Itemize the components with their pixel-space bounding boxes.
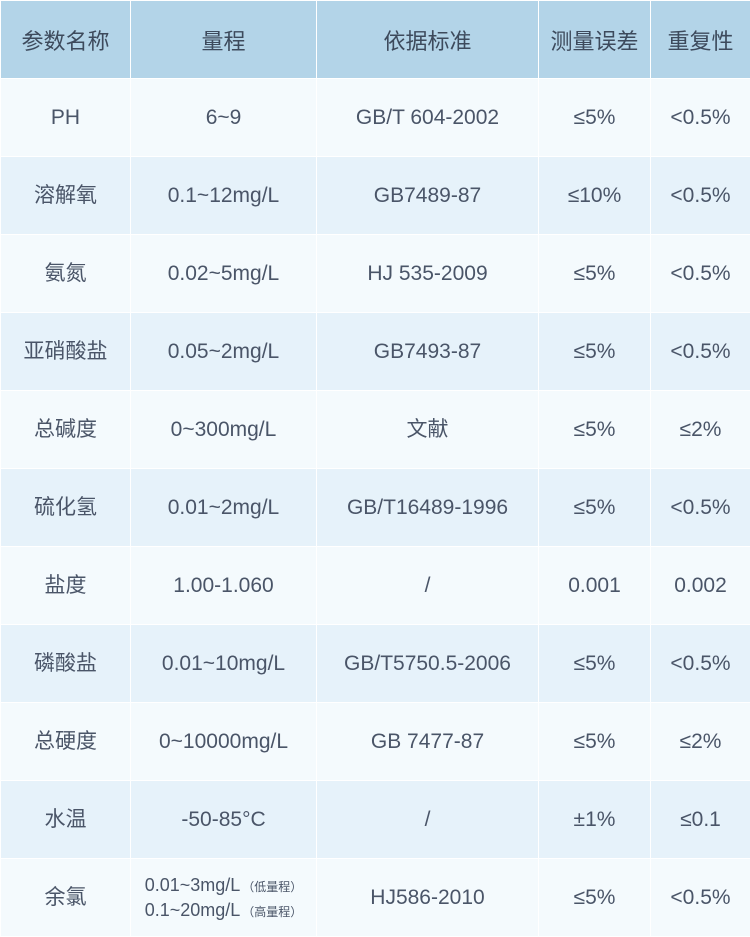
cell-error: ±1% — [539, 781, 651, 859]
cell-range-value: 0.1~20mg/L — [145, 900, 241, 920]
cell-error: ≤5% — [539, 235, 651, 313]
cell-range-value: 0.01~3mg/L — [145, 875, 241, 895]
cell-standard: / — [317, 781, 539, 859]
cell-repeat: ≤0.1 — [651, 781, 750, 859]
cell-param: 磷酸盐 — [1, 625, 131, 703]
parameter-spec-table: 参数名称 量程 依据标准 测量误差 重复性 PH6~9GB/T 604-2002… — [0, 0, 750, 937]
col-header-standard: 依据标准 — [317, 1, 539, 79]
col-header-error: 测量误差 — [539, 1, 651, 79]
cell-range-note: （高量程） — [242, 905, 302, 919]
cell-repeat: <0.5% — [651, 157, 750, 235]
cell-repeat: ≤2% — [651, 703, 750, 781]
cell-standard: GB/T 604-2002 — [317, 79, 539, 157]
table-row: 亚硝酸盐0.05~2mg/LGB7493-87≤5%<0.5% — [1, 313, 750, 391]
cell-standard: GB/T16489-1996 — [317, 469, 539, 547]
table-row: 氨氮0.02~5mg/LHJ 535-2009≤5%<0.5% — [1, 235, 750, 313]
col-header-repeat: 重复性 — [651, 1, 750, 79]
cell-range: 0.01~10mg/L — [131, 625, 317, 703]
table-row: 水温-50-85°C/±1%≤0.1 — [1, 781, 750, 859]
cell-error: ≤5% — [539, 859, 651, 937]
cell-range: -50-85°C — [131, 781, 317, 859]
cell-range: 0.05~2mg/L — [131, 313, 317, 391]
cell-standard: GB 7477-87 — [317, 703, 539, 781]
cell-standard: HJ586-2010 — [317, 859, 539, 937]
cell-range: 0~300mg/L — [131, 391, 317, 469]
cell-error: ≤5% — [539, 469, 651, 547]
cell-standard: 文献 — [317, 391, 539, 469]
cell-error: ≤5% — [539, 313, 651, 391]
cell-repeat: <0.5% — [651, 859, 750, 937]
table-row: PH6~9GB/T 604-2002≤5%<0.5% — [1, 79, 750, 157]
cell-param: 总碱度 — [1, 391, 131, 469]
cell-repeat: <0.5% — [651, 469, 750, 547]
cell-standard: GB7493-87 — [317, 313, 539, 391]
col-header-range: 量程 — [131, 1, 317, 79]
col-header-param: 参数名称 — [1, 1, 131, 79]
cell-range: 0.01~3mg/L（低量程）0.1~20mg/L（高量程） — [131, 859, 317, 937]
cell-error: ≤5% — [539, 625, 651, 703]
cell-standard: / — [317, 547, 539, 625]
table-body: PH6~9GB/T 604-2002≤5%<0.5%溶解氧0.1~12mg/LG… — [1, 79, 750, 937]
cell-range: 1.00-1.060 — [131, 547, 317, 625]
cell-param: PH — [1, 79, 131, 157]
cell-range: 6~9 — [131, 79, 317, 157]
cell-range-line: 0.1~20mg/L（高量程） — [135, 898, 312, 922]
cell-range: 0~10000mg/L — [131, 703, 317, 781]
cell-param: 硫化氢 — [1, 469, 131, 547]
cell-repeat: ≤2% — [651, 391, 750, 469]
table-row: 总碱度0~300mg/L文献≤5%≤2% — [1, 391, 750, 469]
cell-repeat: <0.5% — [651, 625, 750, 703]
cell-error: ≤5% — [539, 391, 651, 469]
cell-range-note: （低量程） — [242, 880, 302, 894]
table-row: 总硬度0~10000mg/LGB 7477-87≤5%≤2% — [1, 703, 750, 781]
cell-standard: HJ 535-2009 — [317, 235, 539, 313]
cell-range: 0.01~2mg/L — [131, 469, 317, 547]
cell-error: ≤5% — [539, 79, 651, 157]
cell-param: 溶解氧 — [1, 157, 131, 235]
cell-standard: GB7489-87 — [317, 157, 539, 235]
table-row: 溶解氧0.1~12mg/LGB7489-87≤10%<0.5% — [1, 157, 750, 235]
cell-param: 氨氮 — [1, 235, 131, 313]
cell-param: 亚硝酸盐 — [1, 313, 131, 391]
cell-param: 余氯 — [1, 859, 131, 937]
cell-range: 0.1~12mg/L — [131, 157, 317, 235]
table-header-row: 参数名称 量程 依据标准 测量误差 重复性 — [1, 1, 750, 79]
cell-param: 盐度 — [1, 547, 131, 625]
table-row: 余氯0.01~3mg/L（低量程）0.1~20mg/L（高量程）HJ586-20… — [1, 859, 750, 937]
table-row: 磷酸盐0.01~10mg/LGB/T5750.5-2006≤5%<0.5% — [1, 625, 750, 703]
cell-error: 0.001 — [539, 547, 651, 625]
cell-repeat: <0.5% — [651, 235, 750, 313]
cell-standard: GB/T5750.5-2006 — [317, 625, 539, 703]
cell-param: 总硬度 — [1, 703, 131, 781]
cell-repeat: 0.002 — [651, 547, 750, 625]
cell-repeat: <0.5% — [651, 79, 750, 157]
cell-error: ≤5% — [539, 703, 651, 781]
table-row: 硫化氢0.01~2mg/LGB/T16489-1996≤5%<0.5% — [1, 469, 750, 547]
cell-range: 0.02~5mg/L — [131, 235, 317, 313]
cell-repeat: <0.5% — [651, 313, 750, 391]
cell-range-line: 0.01~3mg/L（低量程） — [135, 873, 312, 897]
cell-param: 水温 — [1, 781, 131, 859]
cell-error: ≤10% — [539, 157, 651, 235]
table-row: 盐度1.00-1.060/0.0010.002 — [1, 547, 750, 625]
